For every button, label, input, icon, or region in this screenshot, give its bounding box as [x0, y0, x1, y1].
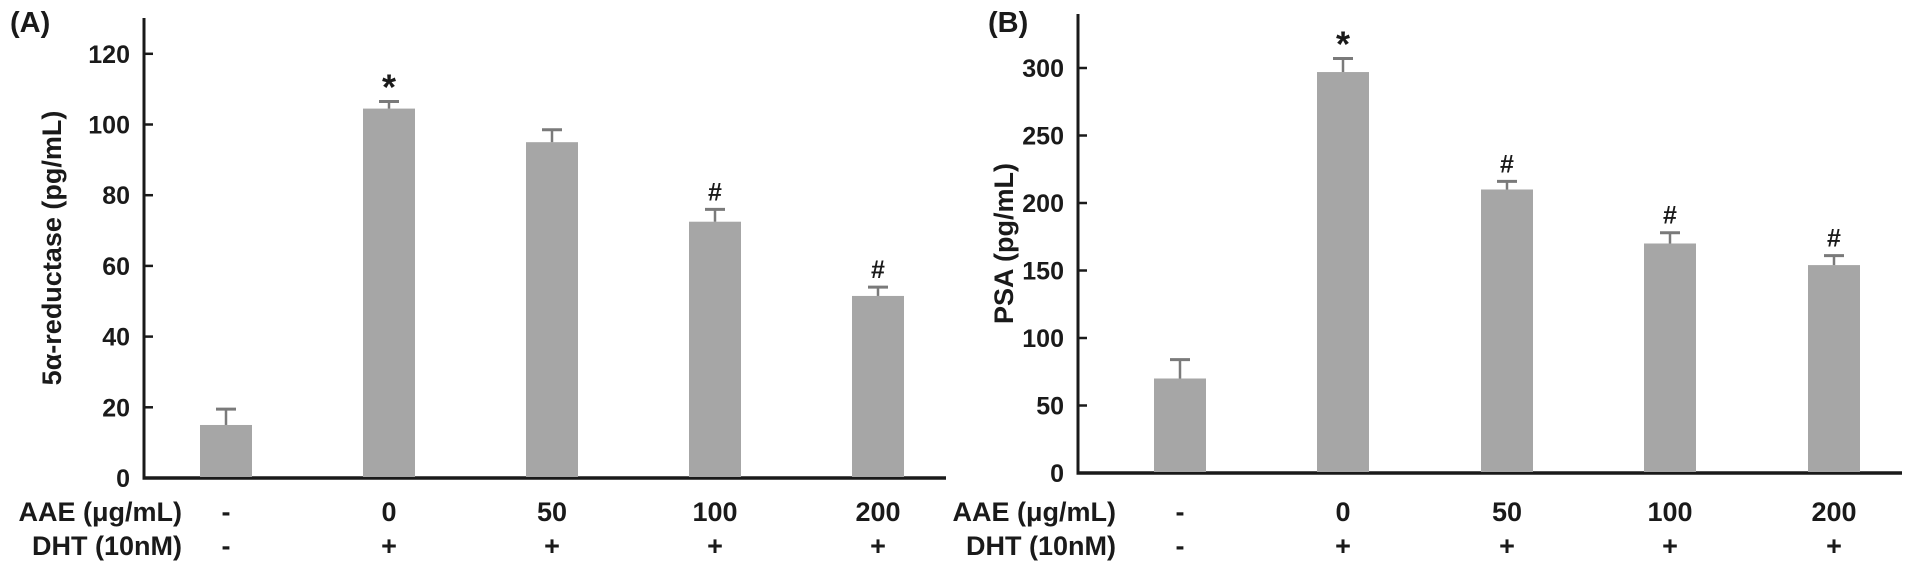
x-category-label: - — [222, 497, 231, 527]
panel-label: (B) — [988, 7, 1028, 39]
y-tick-label: 40 — [102, 324, 130, 352]
x-category-label: 0 — [1335, 497, 1350, 527]
dht-row-value: - — [222, 531, 231, 561]
dht-row-value: + — [544, 531, 560, 561]
x-category-label: 100 — [1647, 497, 1692, 527]
bar — [200, 424, 252, 477]
dht-row-value: + — [1335, 531, 1351, 561]
bar — [526, 142, 578, 478]
row-header-aae: AAE (μg/mL) — [18, 497, 182, 527]
panel-label: (A) — [10, 7, 50, 39]
x-category-label: 50 — [1492, 497, 1522, 527]
y-tick-label: 120 — [88, 41, 130, 69]
x-category-label: 200 — [855, 497, 900, 527]
y-tick-label: 100 — [1022, 325, 1064, 353]
dht-row-value: + — [1826, 531, 1842, 561]
significance-marker-hash: # — [708, 178, 722, 206]
y-tick-label: 0 — [116, 465, 130, 493]
y-tick-label: 250 — [1022, 123, 1064, 151]
bar — [1644, 243, 1696, 472]
significance-marker-hash: # — [1663, 202, 1677, 230]
significance-marker-asterisk: * — [382, 67, 396, 108]
bar — [363, 108, 415, 477]
bar — [689, 221, 741, 477]
x-category-label: 0 — [381, 497, 396, 527]
y-tick-label: 80 — [102, 182, 130, 210]
x-category-label: 50 — [537, 497, 567, 527]
y-axis-title: PSA (pg/mL) — [989, 163, 1019, 324]
x-category-label: 100 — [692, 497, 737, 527]
dht-row-value: + — [381, 531, 397, 561]
x-category-label: 200 — [1811, 497, 1856, 527]
dht-row-value: + — [1499, 531, 1515, 561]
row-header-aae: AAE (μg/mL) — [952, 497, 1116, 527]
dht-row-value: - — [1176, 531, 1185, 561]
bar — [1317, 72, 1369, 473]
significance-marker-hash: # — [871, 256, 885, 284]
y-tick-label: 150 — [1022, 258, 1064, 286]
y-tick-label: 0 — [1050, 460, 1064, 488]
dht-row-value: + — [870, 531, 886, 561]
y-tick-label: 300 — [1022, 55, 1064, 83]
y-tick-label: 200 — [1022, 190, 1064, 218]
y-tick-label: 100 — [88, 112, 130, 140]
dht-row-value: + — [1662, 531, 1678, 561]
dht-row-value: + — [707, 531, 723, 561]
significance-marker-hash: # — [1500, 150, 1514, 178]
row-header-dht: DHT (10nM) — [32, 531, 182, 561]
y-tick-label: 20 — [102, 394, 130, 422]
bar — [1154, 378, 1206, 472]
y-tick-label: 50 — [1036, 393, 1064, 421]
bar — [852, 295, 904, 477]
significance-marker-asterisk: * — [1336, 24, 1350, 65]
significance-marker-hash: # — [1827, 225, 1841, 253]
row-header-dht: DHT (10nM) — [966, 531, 1116, 561]
y-tick-label: 60 — [102, 253, 130, 281]
y-axis-title: 5α-reductase (pg/mL) — [37, 111, 67, 386]
x-category-label: - — [1176, 497, 1185, 527]
bar — [1481, 189, 1533, 472]
bar — [1808, 265, 1860, 472]
